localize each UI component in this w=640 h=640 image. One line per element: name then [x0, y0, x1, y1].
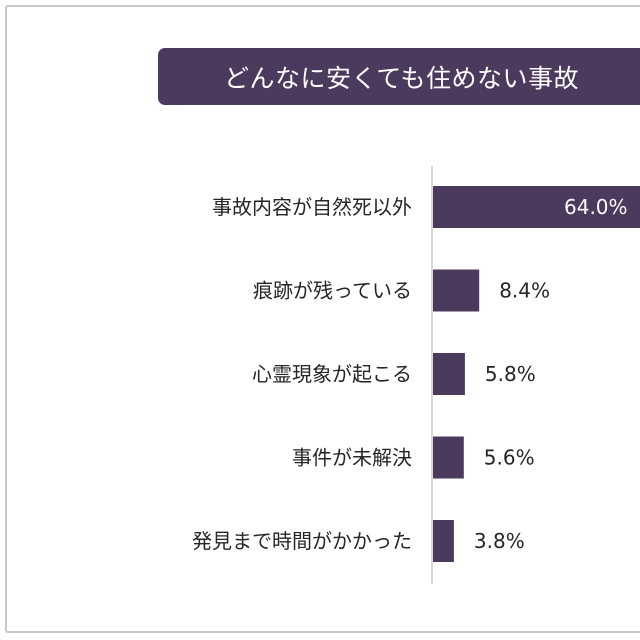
category-label-1: 痕跡が残っている	[253, 279, 412, 303]
value-label-3: 5.6%	[484, 446, 535, 470]
bar-1	[433, 269, 480, 312]
category-label-0: 事故内容が自然死以外	[212, 195, 412, 219]
bar-3	[433, 436, 464, 479]
category-label-3: 事件が未解決	[292, 446, 412, 470]
chart-title: どんなに安くても住めない事故	[224, 64, 580, 93]
bar-2	[433, 353, 465, 395]
bar-4	[433, 520, 454, 562]
bar-0	[433, 186, 640, 228]
value-label-0: 64.0%	[564, 195, 628, 219]
value-label-1: 8.4%	[499, 279, 550, 303]
category-label-2: 心霊現象が起こる	[252, 362, 412, 386]
value-label-2: 5.8%	[485, 362, 536, 386]
chart-frame	[5, 5, 640, 633]
category-label-4: 発見まで時間がかかった	[192, 529, 412, 553]
chart-title-bar: どんなに安くても住めない事故	[158, 48, 640, 105]
value-label-4: 3.8%	[474, 529, 525, 553]
